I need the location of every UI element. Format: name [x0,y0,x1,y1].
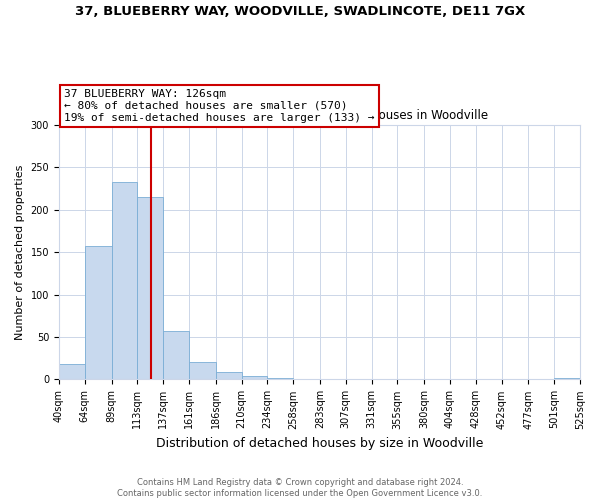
Bar [554,378,580,380]
Bar [268,378,293,380]
Y-axis label: Number of detached properties: Number of detached properties [15,164,25,340]
Bar [242,376,268,380]
Bar [137,197,163,380]
Text: Contains HM Land Registry data © Crown copyright and database right 2024.
Contai: Contains HM Land Registry data © Crown c… [118,478,482,498]
Title: Size of property relative to detached houses in Woodville: Size of property relative to detached ho… [151,110,488,122]
Bar [112,182,137,380]
X-axis label: Distribution of detached houses by size in Woodville: Distribution of detached houses by size … [156,437,483,450]
Bar [189,362,216,380]
Text: 37, BLUEBERRY WAY, WOODVILLE, SWADLINCOTE, DE11 7GX: 37, BLUEBERRY WAY, WOODVILLE, SWADLINCOT… [75,5,525,18]
Bar [85,246,112,380]
Bar [216,372,242,380]
Bar [59,364,85,380]
Bar [163,331,189,380]
Text: 37 BLUEBERRY WAY: 126sqm
← 80% of detached houses are smaller (570)
19% of semi-: 37 BLUEBERRY WAY: 126sqm ← 80% of detach… [64,90,374,122]
